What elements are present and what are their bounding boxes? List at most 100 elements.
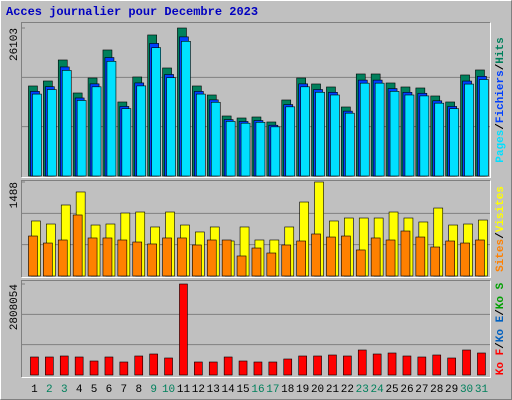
panel-bevel (21, 180, 491, 278)
bar (266, 252, 277, 277)
panel-bevel (21, 22, 491, 178)
bar (151, 47, 161, 177)
x-tick-label: 28 (430, 384, 443, 396)
x-tick-label: 25 (385, 384, 398, 396)
bar (296, 240, 306, 277)
bar (162, 237, 172, 277)
bar (370, 237, 381, 277)
y-tick-label: 1488 (9, 182, 21, 208)
legend-separator: / (495, 309, 507, 316)
bar (255, 122, 266, 177)
bar (300, 86, 310, 177)
bar (415, 236, 426, 277)
x-tick-label: 13 (207, 384, 220, 396)
x-tick-label: 19 (296, 384, 309, 396)
bar (87, 237, 98, 277)
bar (30, 356, 39, 376)
bar (89, 360, 99, 376)
bar (328, 354, 337, 376)
x-tick-label: 14 (222, 384, 236, 396)
x-tick-label: 26 (400, 384, 413, 396)
bar (121, 108, 132, 177)
y-tick-label: 26103 (9, 28, 21, 61)
bar (285, 106, 296, 177)
bar (74, 356, 84, 376)
bar (462, 349, 471, 376)
bar (45, 356, 54, 376)
bar (47, 89, 57, 177)
bar (374, 82, 385, 177)
x-tick-label: 21 (326, 384, 340, 396)
legend-entry: Ko E (495, 315, 507, 342)
bar (240, 122, 251, 177)
bar (341, 235, 351, 277)
bar (298, 355, 307, 376)
bar (385, 239, 396, 277)
bar (434, 102, 445, 177)
x-tick-label: 10 (162, 384, 175, 396)
bar (117, 239, 128, 277)
legend-entry: Ko S (495, 282, 507, 309)
bar (253, 361, 263, 376)
legend-entry: Pages (495, 130, 507, 163)
bar (208, 361, 218, 376)
bar (419, 95, 430, 177)
bar (313, 355, 322, 376)
bar (475, 239, 485, 277)
bar (225, 121, 236, 177)
bar (343, 355, 352, 376)
bar (136, 85, 147, 177)
x-tick-label: 27 (415, 384, 428, 396)
bar (270, 126, 281, 177)
bar (283, 358, 293, 376)
panel-bevel (21, 180, 491, 278)
x-tick-label: 12 (192, 384, 205, 396)
bar (477, 352, 486, 376)
bar (326, 236, 336, 277)
x-tick-label: 15 (236, 384, 249, 396)
legend-entry: Sites (495, 239, 507, 272)
bar (194, 361, 203, 376)
bar (357, 349, 367, 376)
bar (76, 100, 87, 177)
bar (400, 230, 411, 277)
x-tick-label: 16 (251, 384, 264, 396)
bar (166, 77, 176, 177)
legend-separator: / (495, 123, 507, 130)
legend-entry: Visites (495, 186, 507, 232)
bar (430, 246, 441, 277)
panel (21, 280, 491, 378)
bar (210, 101, 221, 177)
legend: Ko F/Ko E/Ko S (495, 282, 507, 375)
bar (359, 82, 370, 177)
x-tick-label: 5 (91, 384, 98, 396)
bar (177, 237, 187, 277)
bar (355, 249, 366, 277)
bar (432, 354, 442, 376)
bar (460, 242, 470, 277)
bar (32, 93, 42, 177)
panel-bevel (21, 280, 491, 378)
bar (372, 353, 382, 376)
bar (147, 243, 157, 277)
legend: Pages/Fichiers/Hits (495, 37, 507, 162)
x-tick-label: 8 (135, 384, 142, 396)
bar (268, 361, 278, 376)
x-tick-label: 6 (106, 384, 113, 396)
bar (57, 239, 68, 277)
bar (479, 79, 489, 177)
bar (102, 237, 113, 277)
bar (149, 353, 158, 376)
legend-entry: Ko F (495, 349, 507, 375)
bar (196, 93, 206, 177)
bar (447, 357, 456, 376)
bar (345, 112, 355, 177)
legend-separator: / (495, 232, 507, 239)
bar (464, 83, 474, 177)
bar (417, 356, 427, 376)
bar (28, 235, 38, 277)
x-tick-label: 24 (371, 384, 385, 396)
x-tick-label: 29 (445, 384, 458, 396)
legend: Sites/Visites (495, 186, 507, 272)
bar (104, 356, 114, 376)
